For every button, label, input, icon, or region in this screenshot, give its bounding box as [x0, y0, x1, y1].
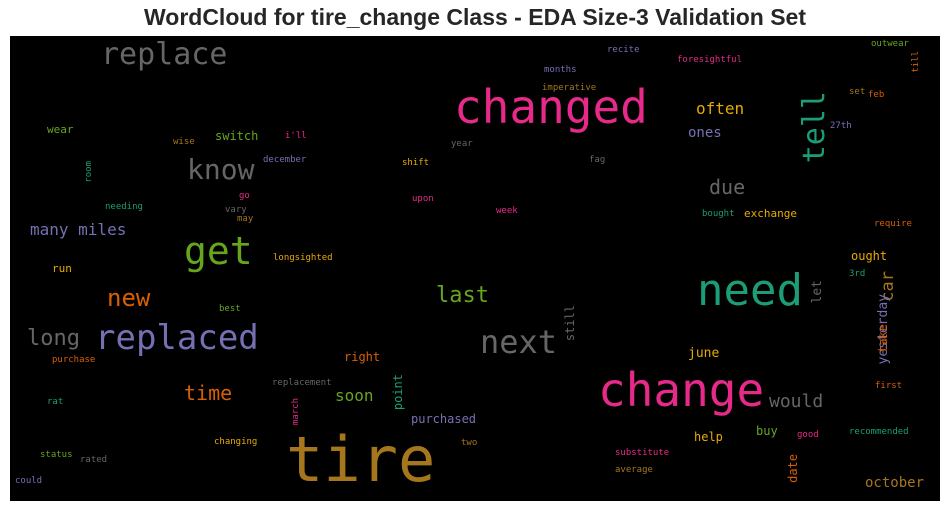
word-soon: soon [335, 386, 374, 405]
word-ones: ones [688, 125, 722, 141]
word-would: would [769, 391, 824, 412]
word-help: help [694, 430, 723, 444]
word-june: june [688, 346, 720, 361]
word-wear: wear [47, 123, 74, 136]
word-october: october [865, 475, 925, 491]
word-set: set [849, 87, 866, 97]
word-let: let [810, 280, 825, 304]
word-i-ll: i'll [285, 131, 307, 141]
wordcloud-canvas: tire changed change need replaced get replace n… [10, 36, 940, 501]
word-needing: needing [105, 202, 143, 212]
word-could: could [15, 476, 43, 486]
word-replacement: replacement [272, 378, 332, 388]
word-exchange: exchange [744, 207, 797, 220]
word-take: take [876, 324, 890, 353]
word-changed: changed [454, 80, 648, 134]
word-fag: fag [589, 155, 606, 165]
word-date: date [786, 454, 800, 483]
word-year: year [451, 139, 473, 149]
word-room: room [84, 161, 94, 183]
word-switch: switch [215, 129, 259, 143]
word-longsighted: longsighted [273, 253, 333, 263]
word-go: go [239, 191, 250, 201]
word-wise: wise [173, 137, 195, 147]
word-best: best [219, 304, 241, 314]
word-recommended: recommended [849, 427, 909, 437]
word-run: run [52, 262, 72, 275]
word-still: still [563, 305, 577, 342]
word-rat: rat [47, 397, 64, 407]
word-long: long [27, 326, 80, 351]
word-may: may [237, 214, 254, 224]
word-right: right [344, 350, 381, 364]
word-good: good [797, 430, 819, 440]
word-purchase: purchase [52, 355, 96, 365]
word-27th: 27th [830, 121, 852, 131]
word-tire: tire [286, 423, 436, 496]
word-months: months [544, 65, 577, 75]
word-many-miles: many miles [30, 220, 127, 239]
word-often: often [696, 99, 745, 118]
word-tell: tell [797, 91, 832, 164]
word-substitute: substitute [615, 448, 670, 458]
word-new: new [107, 284, 151, 312]
word-shift: shift [402, 158, 430, 168]
word-upon: upon [412, 194, 434, 204]
word-bought: bought [702, 209, 735, 219]
word-change: change [598, 363, 765, 417]
word-due: due [709, 175, 746, 199]
word-next: next [480, 323, 558, 361]
word-time: time [184, 381, 233, 405]
word-need: need [697, 265, 803, 316]
word-till: till [911, 51, 921, 73]
word-replaced: replaced [95, 318, 259, 358]
word-know: know [187, 153, 255, 186]
word-3rd: 3rd [849, 269, 866, 279]
word-changing: changing [214, 437, 258, 447]
chart-title: WordCloud for tire_change Class - EDA Si… [143, 4, 806, 30]
word-week: week [496, 206, 518, 216]
word-vary: vary [225, 205, 247, 215]
word-december: december [263, 155, 307, 165]
word-foresightful: foresightful [677, 55, 743, 65]
word-purchased: purchased [411, 412, 477, 426]
word-two: two [461, 438, 478, 448]
word-first: first [875, 381, 903, 391]
word-feb: feb [868, 90, 885, 100]
word-point: point [391, 374, 405, 411]
word-march: march [291, 398, 301, 426]
word-rated: rated [80, 455, 108, 465]
word-get: get [184, 229, 253, 273]
word-status: status [40, 450, 73, 460]
word-outwear: outwear [871, 39, 909, 49]
word-replace: replace [101, 37, 228, 72]
word-last: last [436, 283, 489, 308]
word-require: require [874, 219, 912, 229]
word-recite: recite [607, 45, 640, 55]
word-average: average [615, 465, 653, 475]
word-buy: buy [756, 424, 778, 438]
word-imperative: imperative [542, 83, 597, 93]
word-ought: ought [851, 249, 888, 263]
